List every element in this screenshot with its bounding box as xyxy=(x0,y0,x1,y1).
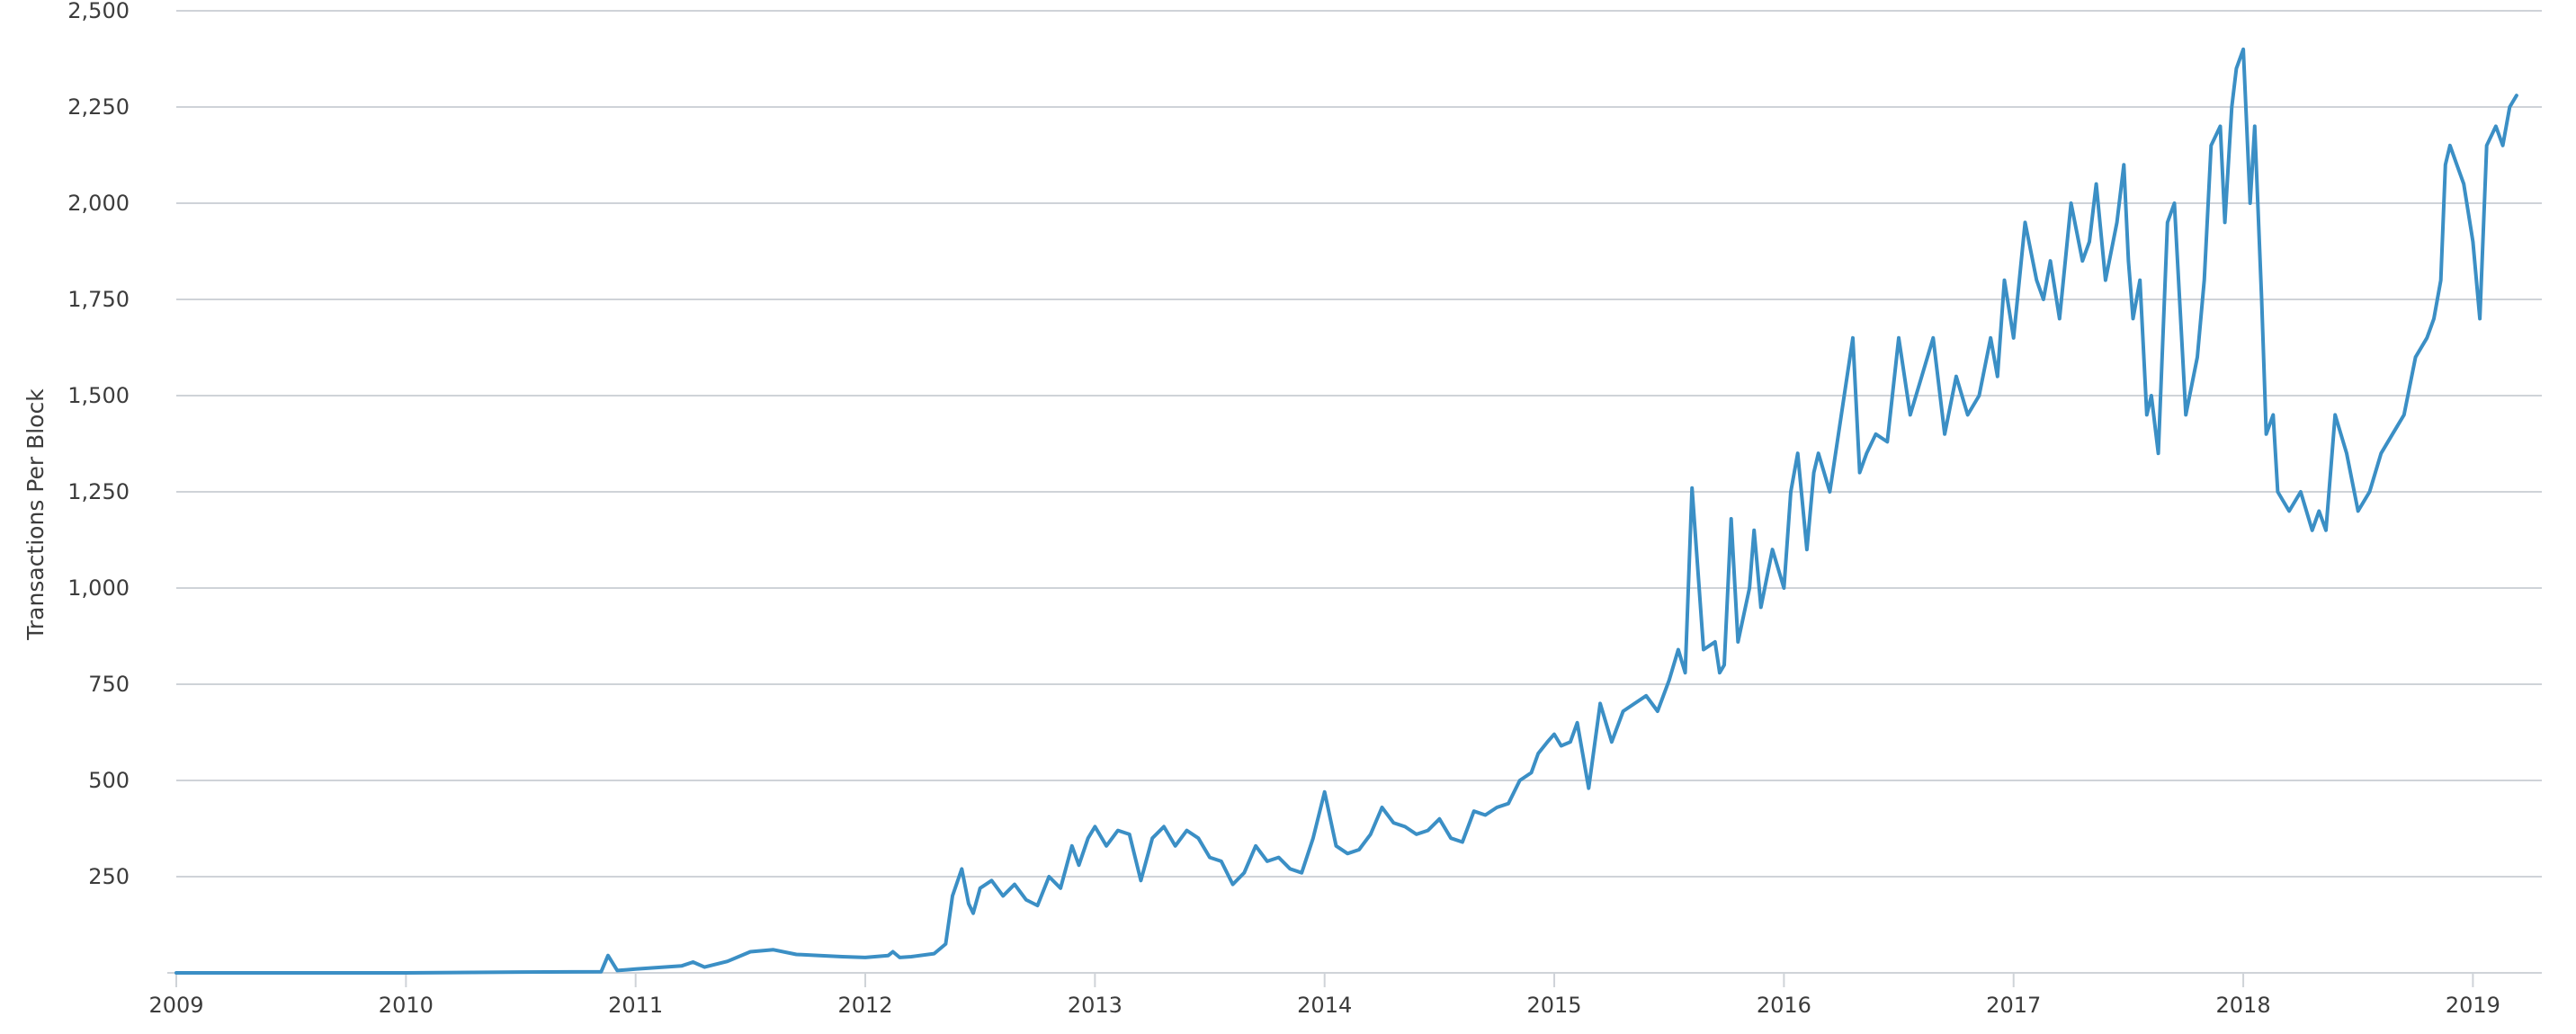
series-line-0 xyxy=(174,47,2518,975)
x-tick-label: 2017 xyxy=(1986,993,2041,1018)
x-tick-label: 2010 xyxy=(379,993,434,1018)
y-tick-label: 500 xyxy=(88,768,130,793)
x-tick-label: 2019 xyxy=(2446,993,2500,1018)
x-axis: 2009 2010 2011 2012 2013 2014 2015 2016 2017 2018… xyxy=(148,972,2542,1018)
x-tick-label: 2012 xyxy=(837,993,892,1018)
x-tick-label: 2011 xyxy=(608,993,663,1018)
x-tick-label: 2013 xyxy=(1068,993,1123,1018)
series-layer xyxy=(174,47,2518,975)
y-tick-label: 750 xyxy=(88,672,130,697)
x-tick-label: 2015 xyxy=(1526,993,1581,1018)
grid-layer xyxy=(176,10,2542,878)
x-tick-label: 2009 xyxy=(148,993,203,1018)
y-tick-label: 1,500 xyxy=(67,383,130,408)
y-axis: 250 500 750 1,000 1,250 1,500 1,750 2,000 2,250 2… xyxy=(67,0,130,889)
y-tick-label: 1,750 xyxy=(67,287,130,312)
x-tick-label: 2016 xyxy=(1757,993,1811,1018)
x-tick-label: 2018 xyxy=(2216,993,2271,1018)
y-tick-label: 250 xyxy=(88,864,130,889)
y-tick-label: 2,000 xyxy=(67,191,130,216)
y-tick-label: 2,500 xyxy=(67,0,130,23)
y-tick-label: 1,250 xyxy=(67,479,130,504)
y-axis-label: Transactions Per Block xyxy=(22,388,49,641)
x-tick-label: 2014 xyxy=(1297,993,1352,1018)
y-tick-label: 2,250 xyxy=(67,94,130,120)
y-tick-label: 1,000 xyxy=(67,575,130,601)
